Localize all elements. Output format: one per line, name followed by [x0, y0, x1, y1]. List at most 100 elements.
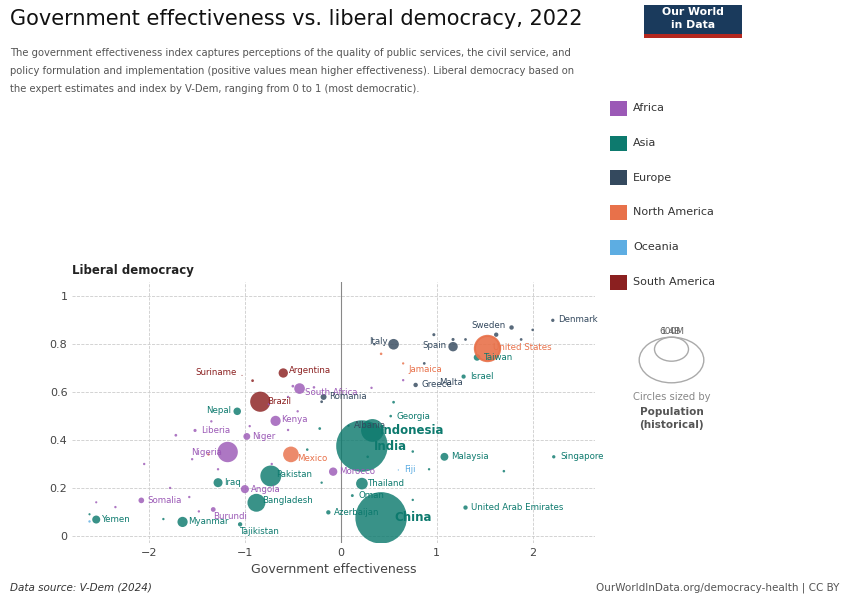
X-axis label: Government effectiveness: Government effectiveness: [251, 563, 416, 577]
Text: 600M: 600M: [659, 327, 684, 336]
Point: [374, 513, 388, 523]
Text: South Africa: South Africa: [305, 388, 358, 397]
Point: [233, 520, 246, 529]
Text: Denmark: Denmark: [558, 314, 598, 323]
Text: Greece: Greece: [422, 380, 452, 389]
Point: [366, 425, 379, 435]
Text: Spain: Spain: [422, 341, 446, 350]
Point: [163, 483, 177, 493]
Point: [427, 330, 440, 340]
Point: [291, 407, 304, 416]
Point: [192, 506, 206, 516]
Text: Fiji: Fiji: [404, 466, 416, 475]
Point: [89, 515, 103, 524]
Text: Thailand: Thailand: [368, 479, 405, 488]
Text: Morocco: Morocco: [339, 467, 375, 476]
Point: [89, 497, 103, 507]
Point: [314, 478, 328, 487]
Point: [446, 335, 460, 344]
Text: Myanmar: Myanmar: [189, 517, 229, 526]
Point: [230, 407, 244, 416]
Point: [205, 416, 218, 426]
Text: Population: Population: [639, 407, 703, 417]
Text: Nepal: Nepal: [207, 406, 231, 415]
Point: [365, 383, 378, 392]
Point: [240, 431, 253, 441]
Point: [417, 359, 431, 368]
Point: [212, 464, 225, 474]
Text: Yemen: Yemen: [102, 515, 131, 524]
Text: Our World: Our World: [662, 7, 724, 17]
Text: 1.4B: 1.4B: [661, 327, 682, 336]
Text: Romania: Romania: [329, 392, 367, 401]
Text: Nigeria: Nigeria: [191, 448, 222, 457]
Point: [264, 471, 278, 481]
Point: [387, 340, 400, 349]
Point: [156, 514, 170, 524]
Text: Georgia: Georgia: [396, 412, 430, 421]
Text: Israel: Israel: [470, 372, 494, 381]
Point: [313, 424, 326, 433]
Text: Kenya: Kenya: [281, 415, 308, 424]
Text: Malaysia: Malaysia: [451, 452, 489, 461]
Text: Jamaica: Jamaica: [409, 365, 443, 374]
Text: Oman: Oman: [358, 491, 384, 500]
Point: [253, 397, 267, 407]
Point: [188, 425, 201, 435]
Point: [547, 452, 560, 461]
Point: [207, 505, 220, 514]
Text: United States: United States: [493, 343, 552, 352]
Text: policy formulation and implementation (positive values mean higher effectiveness: policy formulation and implementation (p…: [10, 66, 575, 76]
Point: [269, 416, 282, 425]
Point: [355, 441, 369, 451]
Text: (historical): (historical): [639, 420, 704, 430]
Point: [387, 397, 400, 407]
Text: Azerbaijan: Azerbaijan: [334, 508, 380, 517]
Text: Malta: Malta: [439, 378, 463, 387]
Text: Liberia: Liberia: [201, 426, 230, 435]
Point: [427, 378, 440, 388]
Point: [292, 384, 306, 394]
Point: [459, 335, 473, 344]
Text: Oceania: Oceania: [633, 242, 679, 252]
Point: [321, 508, 335, 517]
Point: [384, 411, 398, 421]
Text: India: India: [373, 440, 406, 452]
Point: [355, 479, 369, 488]
Text: Liberal democracy: Liberal democracy: [72, 264, 194, 277]
Point: [526, 325, 540, 335]
Point: [374, 349, 388, 359]
Point: [284, 449, 298, 459]
Point: [326, 467, 340, 476]
Point: [459, 503, 473, 512]
Point: [470, 353, 484, 362]
Point: [250, 498, 264, 508]
Point: [546, 316, 559, 325]
Point: [265, 459, 279, 469]
Point: [262, 400, 275, 409]
Text: Suriname: Suriname: [195, 368, 236, 377]
Point: [314, 397, 328, 407]
Point: [109, 502, 122, 512]
Text: Niger: Niger: [252, 432, 275, 441]
Point: [317, 392, 331, 402]
Text: in Data: in Data: [672, 20, 715, 30]
Text: Singapore: Singapore: [560, 452, 604, 461]
Point: [134, 496, 148, 505]
Text: Mexico: Mexico: [297, 454, 327, 463]
Point: [346, 491, 360, 500]
Text: Africa: Africa: [633, 103, 666, 113]
Point: [82, 517, 96, 526]
Text: Government effectiveness vs. liberal democracy, 2022: Government effectiveness vs. liberal dem…: [10, 9, 583, 29]
Point: [438, 452, 451, 461]
Point: [396, 376, 410, 385]
Text: OurWorldInData.org/democracy-health | CC BY: OurWorldInData.org/democracy-health | CC…: [597, 582, 840, 593]
Point: [446, 342, 460, 352]
Point: [490, 330, 503, 340]
Point: [367, 340, 381, 349]
Text: Italy: Italy: [369, 337, 388, 346]
Point: [246, 376, 259, 385]
Text: Indonesia: Indonesia: [380, 424, 445, 437]
Text: Asia: Asia: [633, 138, 656, 148]
Text: Pakistan: Pakistan: [276, 470, 313, 479]
